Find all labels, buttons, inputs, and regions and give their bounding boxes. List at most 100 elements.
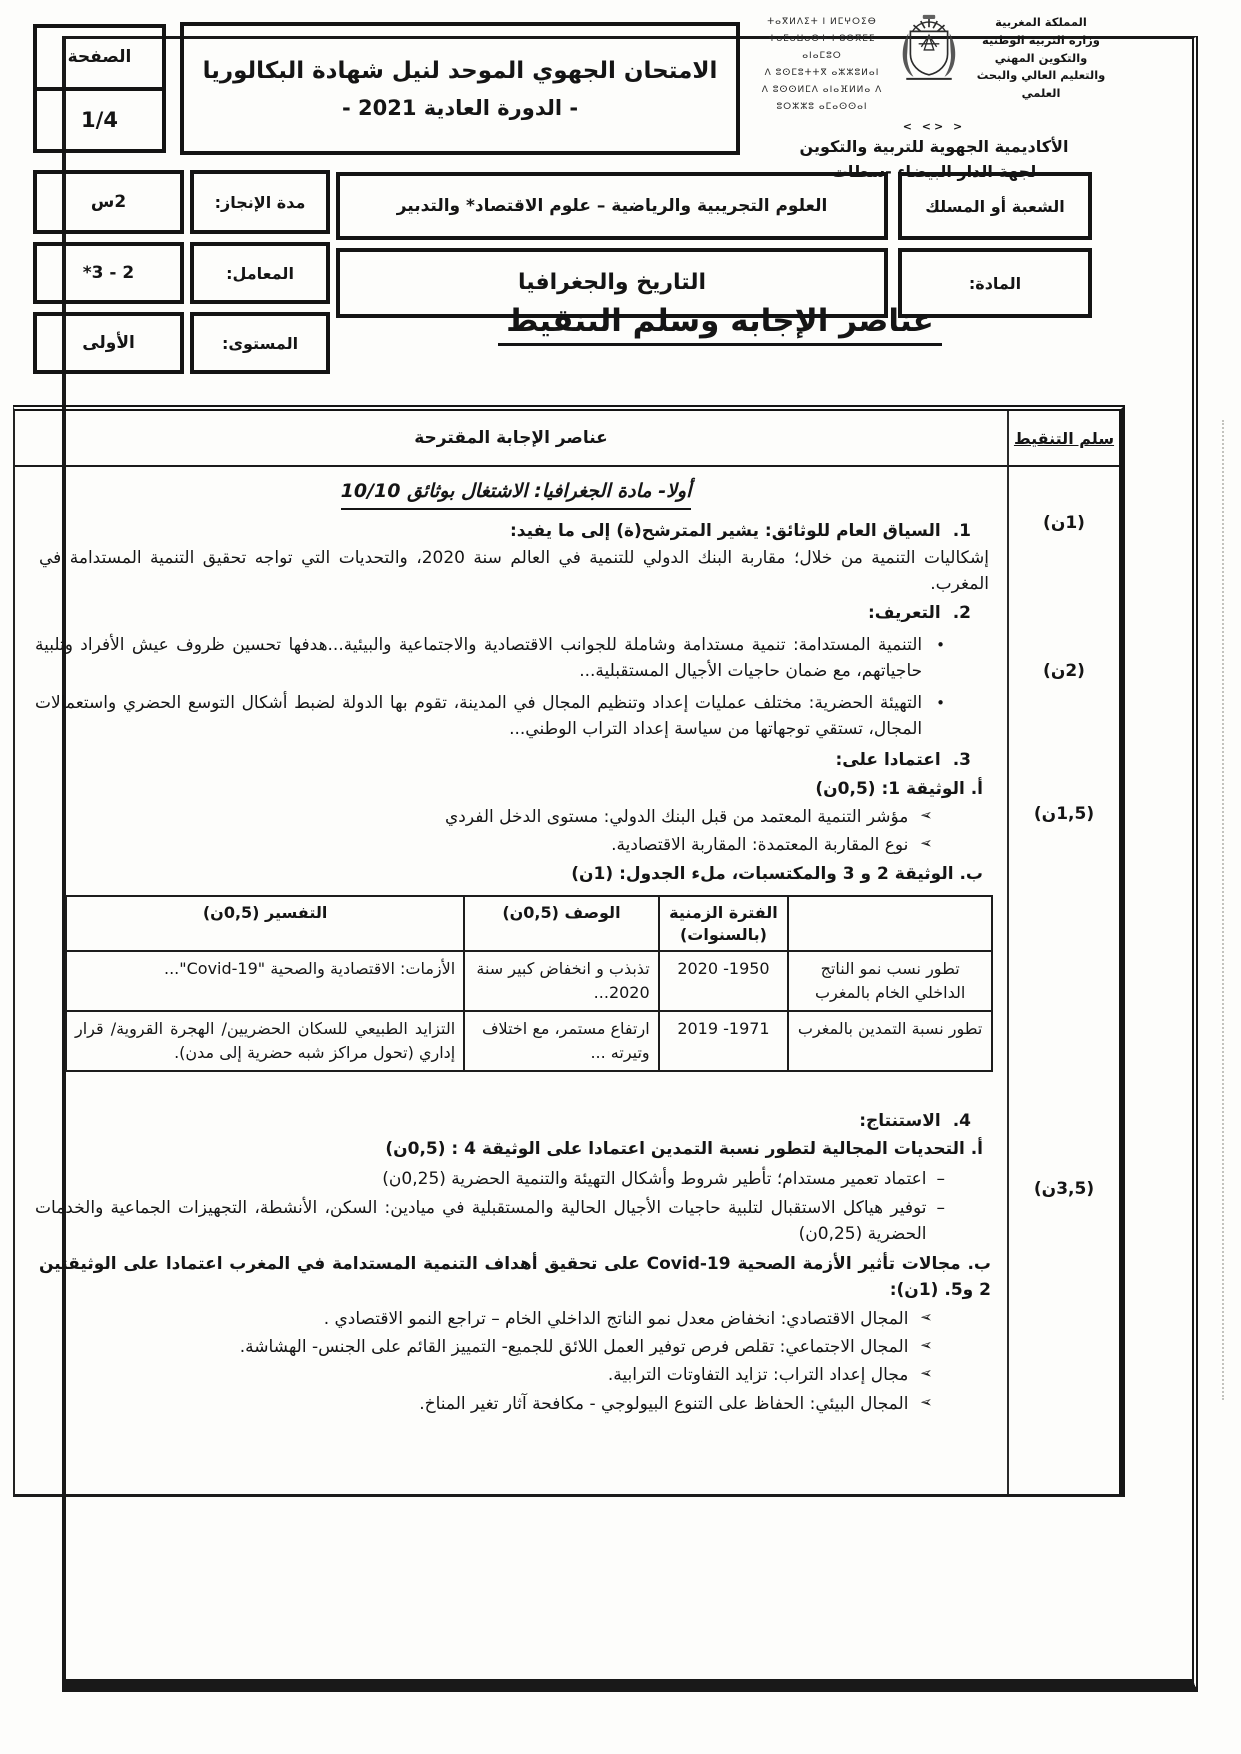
branch-label: الشعبة أو المسلك	[925, 196, 1065, 216]
header-interpretation: التفسير (0,5ن)	[64, 894, 466, 953]
question-number: 3.	[952, 750, 971, 771]
question-4b-line: ب. مجالات تأثير الأزمة الصحية Covid-19 ع…	[39, 1253, 991, 1301]
arrow-bullet-icon: ➢	[920, 834, 933, 853]
coefficient-value-box: 2 - 3*	[33, 242, 184, 304]
subject-label-box: المادة:	[898, 248, 1092, 318]
marks-column: (1ن) (2ن) (1,5ن) (3,5ن)	[1007, 467, 1119, 1494]
page-value-cell: 1/4	[33, 86, 166, 153]
definition-item: • التنمية المستدامة: تنمية مستدامة وشامل…	[35, 632, 997, 685]
content-header: عناصر الإجابة المقترحة	[414, 428, 608, 448]
header-description: الوصف (0,5ن)	[463, 894, 660, 953]
ministry-header-block: المملكة المغربية وزارة التربية الوطنية و…	[748, 14, 1120, 183]
ministry-line: المملكة المغربية	[995, 15, 1087, 29]
marks-header: سلم التنقيط	[1013, 428, 1115, 448]
definition-sustainable-development: التنمية المستدامة: تنمية مستدامة وشاملة …	[35, 634, 923, 682]
marks-header-cell: سلم التنقيط	[1007, 411, 1119, 467]
subject-value-box: التاريخ والجغرافيا	[336, 248, 888, 318]
document-title-wrap: عناصر الإجابة وسلم التنقيط	[340, 288, 1100, 360]
table-row: تطور نسبة التمدين بالمغرب 1971- 2019 ارت…	[64, 1010, 993, 1073]
development-indicator-answer: مؤشر التنمية المعتمد من قبل البنك الدولي…	[444, 806, 909, 827]
question-number: 1.	[952, 521, 971, 542]
question-3a-line: أ. الوثيقة 1: (0,5ن)	[815, 778, 983, 799]
row-interpretation: الأزمات: الاقتصادية والصحية "Covid-19"..…	[64, 950, 466, 1013]
level-label-box: المستوى:	[190, 312, 330, 374]
coefficient-value: 2 - 3*	[82, 262, 135, 283]
duration-value-box: 2س	[33, 170, 184, 234]
level-value: الأولى	[82, 332, 135, 353]
content-header-cell: عناصر الإجابة المقترحة	[15, 411, 1007, 467]
page-label-cell: الصفحة	[33, 24, 166, 91]
approach-type-answer: نوع المقاربة المعتمدة: المقاربة الاقتصاد…	[611, 835, 909, 856]
mark-value: (1ن)	[1043, 513, 1085, 533]
subject-label: المادة:	[968, 273, 1022, 293]
branch-value-box: العلوم التجريبية والرياضية – علوم الاقتص…	[336, 172, 888, 240]
answer-item: ➢ المجال الاجتماعي: تقلص فرص توفير العمل…	[35, 1334, 997, 1360]
tifinagh-line: ⵜⴰⴳⵍⴷⵉⵜ ⵏ ⵍⵎⵖⵔⵉⴱ	[767, 17, 877, 27]
header-period: الفترة الزمنية (بالسنوات)	[657, 894, 790, 953]
duration-label: مدة الإنجاز:	[214, 192, 306, 212]
arrow-bullet-icon: ➢	[920, 1364, 933, 1383]
impact-territory: مجال إعداد التراب: تزايد التفاوتات الترا…	[607, 1365, 909, 1386]
challenge-reception-structures: توفير هياكل الاستقبال لتلبية حاجيات الأج…	[35, 1198, 927, 1245]
tifinagh-line: ⴷ ⵓⵙⵙⵍⵎⴷ ⴰⵏⴰⴼⵍⵍⴰ ⴷ ⵓⵔⵣⵣⵓ ⴰⵎⴰⵙⵙⴰⵏ	[761, 85, 883, 113]
ministry-line: والتكوين المهني	[994, 50, 1088, 65]
row-label-gdp: تطور نسب نمو الناتج الداخلي الخام بالمغر…	[787, 950, 993, 1013]
ministry-line: وزارة التربية الوطنية	[982, 32, 1100, 47]
question-2-title: التعريف:	[867, 603, 941, 624]
ministry-arabic-lines: المملكة المغربية وزارة التربية الوطنية و…	[966, 14, 1116, 103]
arrow-bullet-icon: ➢	[920, 1307, 933, 1326]
question-1-line: 1. السياق العام للوثائق: يشير المترشح(ة)…	[35, 518, 997, 544]
level-value-box: الأولى	[33, 312, 184, 374]
definition-item: • التهيئة الحضرية: مختلف عمليات إعداد وت…	[35, 690, 997, 743]
row-period: 1971- 2019	[657, 1010, 790, 1073]
question-4-title: الاستنتاج:	[859, 1111, 941, 1132]
branch-label-box: الشعبة أو المسلك	[898, 172, 1092, 240]
impact-economic: المجال الاقتصادي: انخفاض معدل نمو الناتج…	[323, 1308, 909, 1329]
section-title-geography: أولا- مادة الجغرافيا: الاشتغال بوثائق 10…	[340, 477, 692, 511]
subject-value: التاريخ والجغرافيا	[517, 270, 707, 296]
exam-title-box: الامتحان الجهوي الموحد لنيل شهادة البكال…	[180, 22, 740, 155]
question-3-title: اعتمادا على:	[835, 750, 941, 771]
answer-item: – اعتماد تعمير مستدام؛ تأطير شروط وأشكال…	[35, 1166, 997, 1192]
exam-session: - الدورة العادية 2021 -	[341, 95, 579, 120]
question-3b-line: ب. الوثيقة 2 و 3 والمكتسبات، ملء الجدول:…	[571, 863, 983, 884]
page-border-frame	[62, 36, 1198, 1692]
page-number: 1/4	[81, 107, 118, 132]
dot-bullet-icon: •	[936, 635, 945, 654]
question-1-title: السياق العام للوثائق: يشير المترشح(ة) إل…	[509, 521, 941, 542]
table-row: تطور نسب نمو الناتج الداخلي الخام بالمغر…	[64, 950, 993, 1013]
level-label: المستوى:	[221, 333, 299, 353]
challenge-sustainable-urbanism: اعتماد تعمير مستدام؛ تأطير شروط وأشكال ا…	[382, 1168, 927, 1189]
tifinagh-line: ⴷ ⵓⵙⵎⵓⵜⵜⴳ ⴰⵣⵣⵓⵍⴰⵏ	[764, 68, 880, 79]
row-period: 1950- 2020	[657, 950, 790, 1013]
analysis-table: الفترة الزمنية (بالسنوات) الوصف (0,5ن) ا…	[64, 894, 993, 1073]
row-interpretation: التزايد الطبيعي للسكان الحضريين/ الهجرة …	[64, 1010, 466, 1073]
analysis-table-header-row: الفترة الزمنية (بالسنوات) الوصف (0,5ن) ا…	[64, 894, 993, 953]
mark-value: (2ن)	[1043, 661, 1085, 681]
question-4a-line: أ. التحديات المجالية لتطور نسبة التمدين …	[385, 1139, 983, 1160]
tifinagh-line: ⵜⴰⵎⴰⵡⴰⵙⵜ ⵏ ⵓⵙⴳⵎⵉ ⴰⵏⴰⵎⵓⵔ	[768, 34, 876, 62]
mark-value: (1,5ن)	[1033, 804, 1095, 824]
arrow-bullet-icon: ➢	[920, 805, 933, 824]
morocco-coat-of-arms-icon	[902, 14, 956, 80]
answer-content-column: أولا- مادة الجغرافيا: الاشتغال بوثائق 10…	[15, 467, 1007, 1494]
row-description: تذبذب و انخفاض كبير سنة 2020...	[463, 950, 660, 1013]
academy-region: لجهة الدار البيضاء -سطات	[831, 161, 1037, 181]
academy-name: الأكاديمية الجهوية للتربية والتكوين	[799, 136, 1069, 156]
answer-item: ➢ المجال البيئي: الحفاظ على التنوع البيو…	[35, 1391, 997, 1417]
scan-noise-line	[1222, 420, 1224, 1400]
question-number: 2.	[952, 603, 971, 624]
document-title: عناصر الإجابة وسلم التنقيط	[498, 303, 942, 346]
dash-bullet-icon: –	[936, 1168, 946, 1189]
answer-table: سلم التنقيط عناصر الإجابة المقترحة (1ن) …	[13, 405, 1125, 1497]
row-description: ارتفاع مستمر، مع اختلاف وتيرته ...	[463, 1010, 660, 1073]
page-number-box: الصفحة 1/4	[33, 24, 166, 157]
duration-label-box: مدة الإنجاز:	[190, 170, 330, 234]
coefficient-label: المعامل:	[226, 263, 294, 283]
answer-item: ➢ نوع المقاربة المعتمدة: المقاربة الاقتص…	[35, 832, 997, 858]
coefficient-label-box: المعامل:	[190, 242, 330, 304]
duration-value: 2س	[90, 191, 127, 212]
branch-value: العلوم التجريبية والرياضية – علوم الاقتص…	[396, 195, 828, 216]
question-number: 4.	[952, 1111, 971, 1132]
exam-title: الامتحان الجهوي الموحد لنيل شهادة البكال…	[202, 57, 718, 84]
